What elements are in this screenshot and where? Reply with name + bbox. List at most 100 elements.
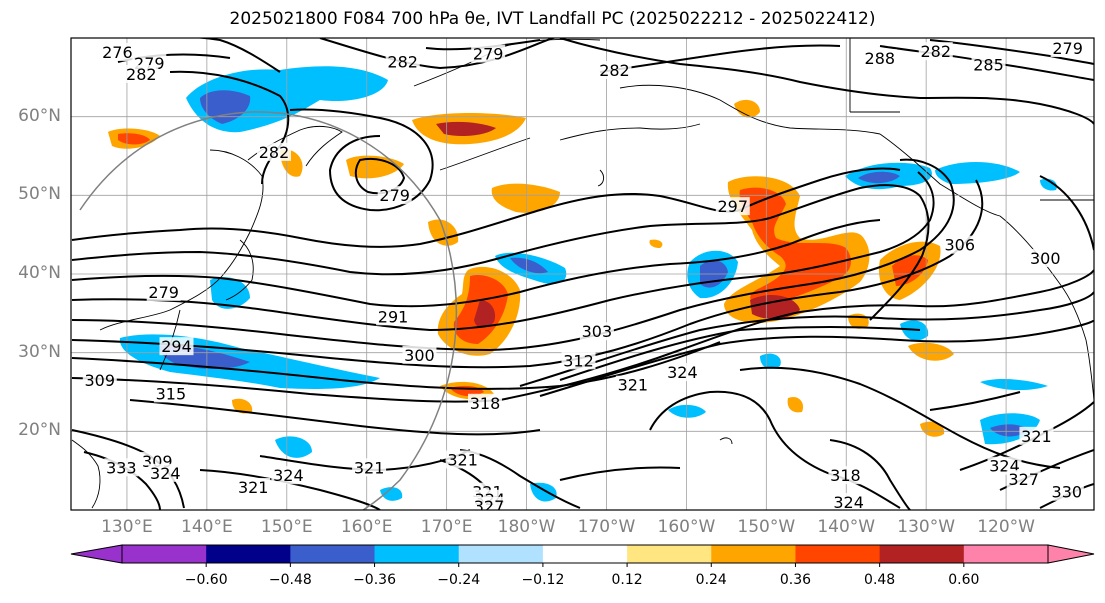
contour-label-bg xyxy=(1028,249,1063,268)
contour-label-bg xyxy=(402,345,437,364)
lon-tick-label: 150°W xyxy=(737,517,796,537)
contour-label-bg xyxy=(236,477,271,496)
theta-e-contours xyxy=(71,38,1094,510)
contour-label-bg xyxy=(377,186,412,205)
contour-label: 330 xyxy=(1052,483,1083,502)
colorbar-segment xyxy=(458,545,544,563)
contour-label: 303 xyxy=(582,322,613,341)
great-circle-arc xyxy=(79,111,458,510)
colorbar-segment xyxy=(711,545,796,563)
colorbar-extend-low xyxy=(70,544,123,564)
contour-label: 297 xyxy=(717,197,748,216)
colorbar-segment xyxy=(206,545,291,563)
contour-label: 282 xyxy=(920,42,951,61)
contour-label: 324 xyxy=(833,493,864,512)
contour-label: 282 xyxy=(126,65,157,84)
lon-tick-label: 140°E xyxy=(181,517,233,537)
contour-label-bg xyxy=(471,44,506,63)
contour-label: 324 xyxy=(273,466,304,485)
colorbar-tick-label: 0.60 xyxy=(948,572,980,588)
contour-label-bg xyxy=(146,282,181,301)
contour-label-bg xyxy=(445,450,480,469)
colorbar-segment xyxy=(290,545,376,563)
contour-label: 279 xyxy=(379,186,410,205)
contour-label: 324 xyxy=(667,363,698,382)
contour-label-bg xyxy=(385,52,420,71)
contour-label: 291 xyxy=(378,307,409,326)
contour-label: 321 xyxy=(354,458,385,477)
contour-label: 327 xyxy=(474,497,505,516)
lon-tick-label: 130°W xyxy=(897,517,956,537)
contour-label-bg xyxy=(82,370,117,389)
contour-label-bg xyxy=(862,49,897,68)
lat-tick-label: 60°N xyxy=(18,105,61,126)
colorbar-outline xyxy=(121,544,1049,564)
colorbar-segment xyxy=(795,545,881,563)
contour-label: 324 xyxy=(150,464,181,483)
contour-label: 321 xyxy=(618,376,649,395)
colorbar-tick-label: −0.24 xyxy=(437,572,481,588)
contour-label-bg xyxy=(1006,470,1041,489)
lon-tick-label: 150°E xyxy=(260,517,313,537)
lat-tick-label: 20°N xyxy=(18,420,61,441)
colorbar-segment xyxy=(627,545,712,563)
chart-title: 2025021800 F084 700 hPa θe, IVT Landfall… xyxy=(229,9,876,29)
colorbar-tick-label: −0.60 xyxy=(184,572,228,588)
contour-label: 318 xyxy=(470,394,501,413)
contour-label: 312 xyxy=(563,351,594,370)
contour-label-bg xyxy=(153,384,188,403)
contour-label: 333 xyxy=(106,458,137,477)
contour-label-bg xyxy=(579,322,614,341)
contour-label-bg xyxy=(1049,482,1084,501)
contour-label-bg xyxy=(828,466,863,485)
colorbar-segment xyxy=(122,545,207,563)
colorbar-tick-label: 0.48 xyxy=(864,572,896,588)
contour-label: 306 xyxy=(944,236,975,255)
contour-label: 279 xyxy=(473,45,504,64)
contour-label: 309 xyxy=(84,371,115,390)
lon-tick-label: 120°W xyxy=(977,517,1035,537)
lon-tick-label: 170°W xyxy=(577,517,636,537)
contour-label-bg xyxy=(271,466,306,485)
lon-tick-label: 180°W xyxy=(497,517,556,537)
contour-label-bg xyxy=(352,458,387,477)
contour-label-bg xyxy=(471,496,506,510)
ivt-shading xyxy=(108,66,1057,502)
contour-label-bg xyxy=(124,64,159,83)
contour-label-bg xyxy=(971,55,1006,74)
contour-label: 282 xyxy=(599,61,630,80)
colorbar-tick-label: 0.36 xyxy=(779,572,812,588)
contour-label: 315 xyxy=(156,384,187,403)
contour-label-bg xyxy=(376,307,411,326)
colorbar-segment xyxy=(542,545,628,563)
contour-label-bg xyxy=(1050,39,1085,58)
contour-label: 294 xyxy=(161,337,192,356)
lat-tick-label: 30°N xyxy=(18,341,61,362)
lon-tick-label: 160°W xyxy=(657,517,716,537)
contour-label-bg xyxy=(665,363,700,382)
contour-label-bg xyxy=(159,337,194,356)
contour-label-bg xyxy=(831,492,866,510)
contour-label: 288 xyxy=(865,49,896,68)
lat-tick-label: 50°N xyxy=(18,184,61,205)
contour-label: 327 xyxy=(1008,470,1039,489)
contour-label-bg xyxy=(561,351,596,370)
contour-label: 321 xyxy=(447,450,478,469)
lon-tick-label: 130°E xyxy=(101,517,153,537)
coastlines xyxy=(71,38,1094,509)
contour-label: 276 xyxy=(102,43,133,62)
colorbar-tick-label: 0.12 xyxy=(611,572,643,588)
contour-label-bg xyxy=(257,142,292,161)
contour-label: 318 xyxy=(830,466,861,485)
lon-tick-label: 170°E xyxy=(420,517,473,537)
contour-labels: 276 279 282 282 279 282 288 282 285 279 282 279 297 3… xyxy=(82,39,1085,516)
contour-label-bg xyxy=(715,197,750,216)
lon-tick-label: 140°W xyxy=(817,517,876,537)
colorbar-tick-label: 0.24 xyxy=(695,572,727,588)
contour-label-bg xyxy=(104,458,139,477)
contour-label-bg xyxy=(100,42,135,61)
contour-label-bg xyxy=(597,61,632,80)
contour-label-bg xyxy=(615,375,650,394)
contour-label-bg xyxy=(148,463,183,482)
contour-label: 321 xyxy=(1021,427,1052,446)
